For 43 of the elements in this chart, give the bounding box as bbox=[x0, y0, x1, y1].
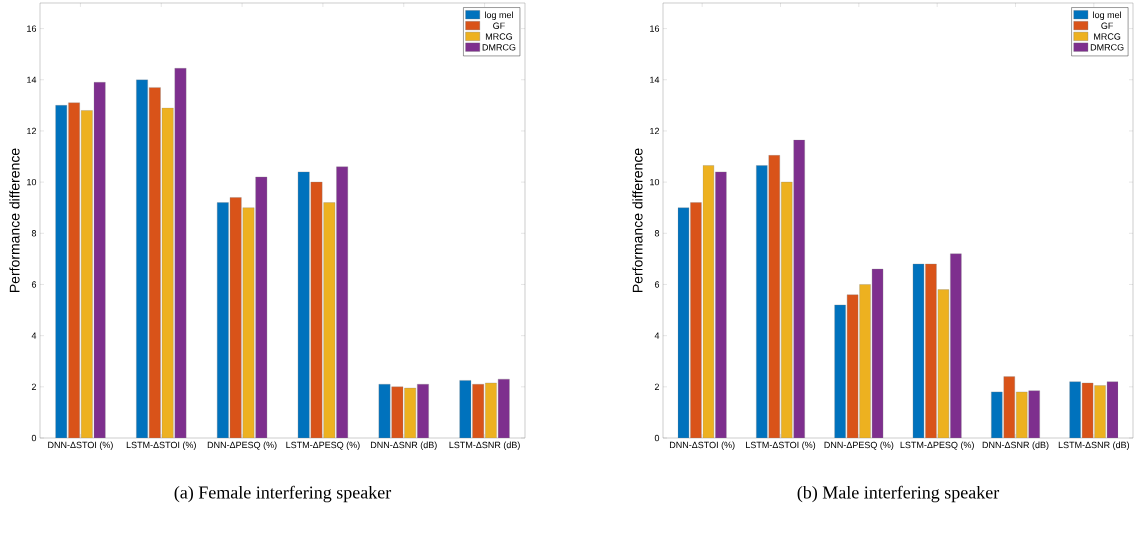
y-tick-label: 12 bbox=[650, 127, 660, 135]
y-tick-label: 2 bbox=[654, 383, 660, 390]
text: (a) Female interfering speaker bbox=[174, 485, 392, 503]
x-tick-label: LSTM-ΔSNR (dB) bbox=[449, 441, 520, 450]
legend-label: log mel bbox=[485, 11, 513, 20]
y-tick-label: 0 bbox=[654, 434, 660, 442]
x-tick-label: LSTM-ΔSTOI (%) bbox=[126, 441, 196, 450]
x-tick-label: DNN-ΔPESQ (%) bbox=[207, 441, 277, 450]
legend-label: MRCG bbox=[1094, 33, 1121, 40]
legend-label: GF bbox=[493, 22, 505, 29]
y-tick-label: 14 bbox=[27, 76, 37, 83]
y-tick-label: 16 bbox=[27, 25, 37, 32]
x-tick-label: DNN-ΔSNR (dB) bbox=[982, 441, 1049, 450]
y-tick-label: 4 bbox=[654, 332, 660, 339]
legend-label: DMRCG bbox=[482, 44, 516, 51]
y-tick-label: 4 bbox=[31, 332, 37, 339]
y-axis-title: Performance difference bbox=[9, 148, 20, 292]
y-tick-label: 10 bbox=[27, 178, 37, 186]
y-tick-label: 8 bbox=[654, 230, 660, 237]
x-tick-label: LSTM-ΔPESQ (%) bbox=[286, 441, 360, 450]
legend-label: MRCG bbox=[485, 33, 513, 40]
y-tick-label: 10 bbox=[650, 178, 660, 186]
text: (b) Male interfering speaker bbox=[797, 485, 1000, 503]
legend-label: DMRCG bbox=[1090, 44, 1124, 51]
legend-label: log mel bbox=[1093, 11, 1121, 20]
y-tick-label: 2 bbox=[31, 383, 37, 390]
y-tick-label: 6 bbox=[654, 281, 660, 288]
x-tick-label: LSTM-ΔPESQ (%) bbox=[900, 441, 974, 450]
x-tick-label: DNN-ΔSTOI (%) bbox=[48, 441, 113, 450]
legend-label: GF bbox=[1101, 22, 1113, 29]
x-tick-label: DNN-ΔSNR (dB) bbox=[370, 441, 437, 450]
y-axis-title: Performance difference bbox=[632, 148, 643, 292]
y-tick-label: 6 bbox=[31, 281, 37, 288]
y-tick-label: 16 bbox=[650, 25, 660, 32]
x-tick-label: DNN-ΔPESQ (%) bbox=[824, 441, 894, 450]
y-tick-label: 8 bbox=[31, 230, 37, 237]
x-tick-label: DNN-ΔSTOI (%) bbox=[669, 441, 735, 450]
y-tick-label: 0 bbox=[31, 434, 37, 442]
x-tick-label: LSTM-ΔSTOI (%) bbox=[746, 441, 816, 450]
x-tick-label: LSTM-ΔSNR (dB) bbox=[1058, 441, 1130, 450]
y-tick-label: 12 bbox=[27, 127, 37, 135]
bar bbox=[310, 181, 323, 438]
y-tick-label: 14 bbox=[650, 76, 660, 83]
